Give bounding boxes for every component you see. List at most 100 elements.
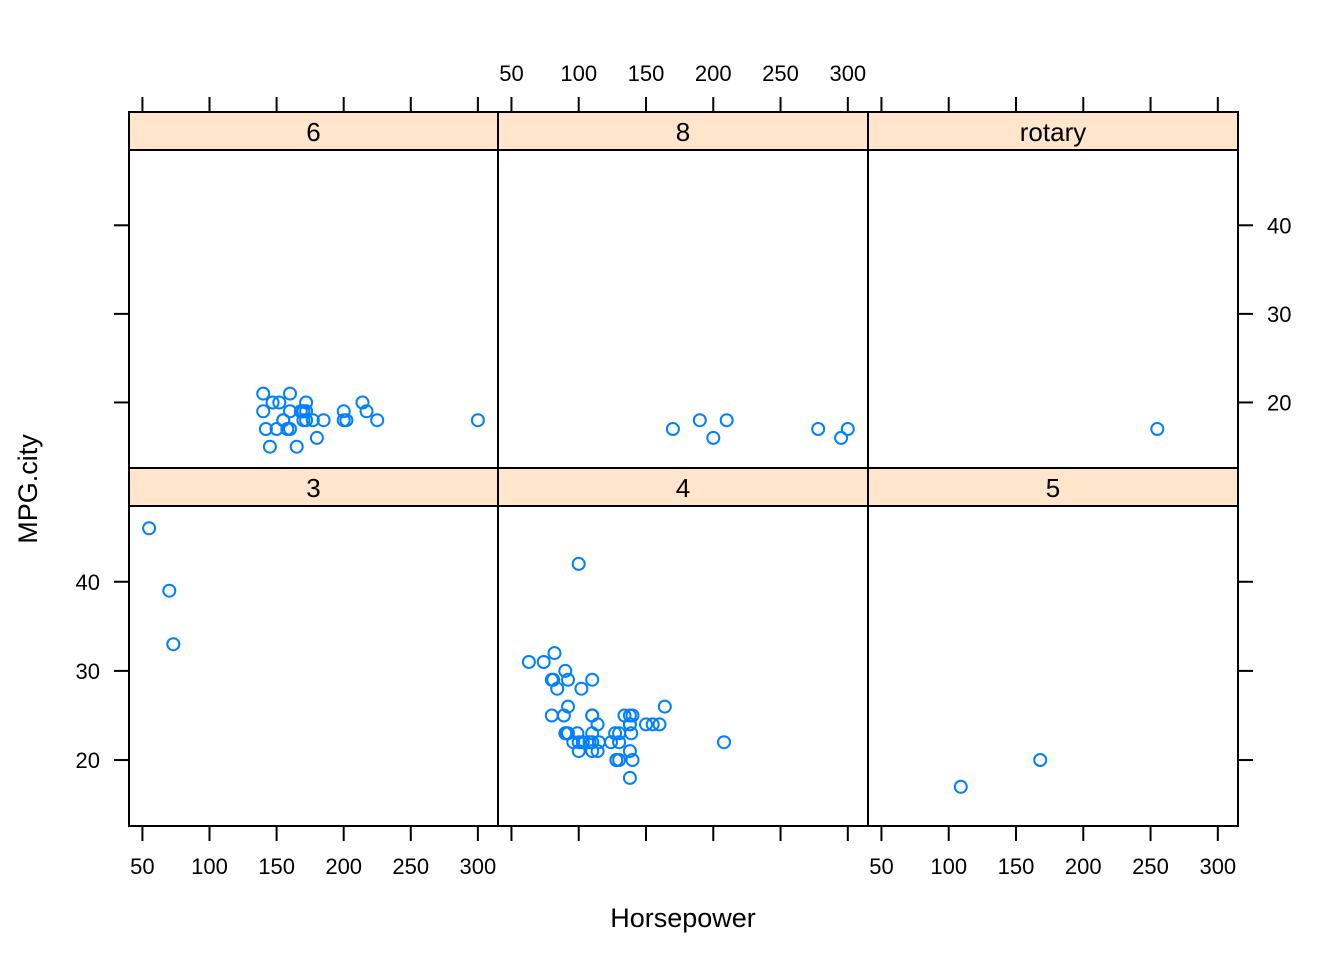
data-point: [622, 744, 637, 759]
panel-frame-8: [497, 149, 869, 469]
x-tick-label-bottom: 150: [998, 854, 1035, 879]
strip-6: [128, 111, 499, 151]
data-point: [556, 708, 571, 723]
data-point: [561, 672, 575, 687]
data-point: [305, 413, 320, 428]
data-point: [1033, 753, 1048, 767]
data-point: [719, 413, 734, 428]
data-point: [622, 717, 637, 732]
data-point: [162, 583, 177, 598]
x-tick-label-bottom: 300: [1199, 854, 1236, 879]
data-point: [276, 413, 291, 428]
data-point: [590, 744, 605, 759]
x-tick-label-bottom: 100: [191, 854, 228, 879]
x-tick-label-top: 300: [829, 61, 866, 86]
data-point: [624, 726, 639, 741]
data-point: [359, 404, 374, 419]
data-point: [1150, 422, 1165, 436]
data-point: [256, 386, 271, 401]
data-point: [625, 753, 640, 767]
x-tick-label-top: 50: [499, 61, 523, 86]
panel-frames: 6 8 rotary 3 4 5: [128, 111, 1239, 827]
x-tick-label-bottom: 300: [460, 854, 497, 879]
x-tick-label-bottom: 50: [130, 854, 154, 879]
data-point: [289, 439, 304, 454]
data-point: [585, 744, 600, 759]
data-point: [309, 430, 324, 445]
data-point: [299, 404, 314, 419]
data-point: [283, 404, 297, 419]
data-point: [547, 646, 562, 661]
x-tick-label-bottom: 200: [325, 854, 362, 879]
panel-frame-5: [867, 505, 1239, 827]
data-point: [571, 735, 586, 750]
data-point: [622, 770, 637, 785]
y-axis-title: MPG.city: [13, 434, 43, 544]
x-axis-title: Horsepower: [610, 903, 756, 933]
strip-label: rotary: [1020, 117, 1086, 147]
data-point: [811, 422, 826, 436]
y-tick-label-left: 40: [76, 570, 100, 595]
strip-5: [867, 467, 1239, 507]
data-point: [299, 395, 314, 410]
data-point: [336, 404, 351, 419]
data-point: [953, 779, 968, 794]
data-point: [639, 717, 653, 732]
data-point: [546, 672, 561, 687]
data-point: [840, 422, 855, 436]
data-point: [558, 663, 573, 678]
strip-label: 8: [676, 117, 690, 147]
data-point: [575, 735, 590, 750]
data-point: [262, 439, 277, 454]
data-point: [612, 735, 627, 750]
data-point: [166, 637, 181, 652]
x-tick-label-top: 200: [695, 61, 732, 86]
data-point: [625, 708, 640, 723]
x-tick-label-bottom: 250: [1132, 854, 1169, 879]
y-tick-label-left: 20: [76, 748, 100, 773]
data-point: [536, 655, 551, 669]
x-tick-label-top: 250: [762, 61, 799, 86]
data-point: [283, 422, 297, 436]
data-point: [299, 413, 314, 428]
data-point: [645, 717, 660, 732]
data-point: [652, 717, 667, 732]
data-point: [544, 708, 559, 723]
data-point: [574, 681, 589, 696]
data-point: [316, 413, 331, 428]
data-point: [692, 413, 707, 428]
x-tick-label-bottom: 200: [1065, 854, 1102, 879]
data-point: [339, 413, 354, 428]
strip-label: 4: [676, 473, 690, 503]
data-point: [665, 422, 680, 436]
x-tick-label-bottom: 150: [258, 854, 295, 879]
data-point: [256, 404, 271, 419]
data-point: [706, 430, 721, 445]
panel-frame-rotary: [867, 149, 1239, 469]
x-tick-label-top: 150: [628, 61, 665, 86]
y-tick-label-right: 30: [1267, 302, 1291, 327]
data-point: [590, 717, 605, 732]
strip-label: 6: [306, 117, 320, 147]
axes: 50 100 150 200 250 300 50 100 150 200 250 300 50 100 1…: [76, 61, 1292, 879]
data-point: [272, 395, 287, 410]
data-point: [265, 395, 280, 410]
panel-frame-4: [497, 505, 869, 827]
panel-frame-6: [128, 149, 499, 469]
y-tick-label-right: 40: [1267, 213, 1291, 238]
x-tick-label-bottom: 100: [930, 854, 967, 879]
data-point: [283, 386, 297, 401]
x-tick-label-bottom: 50: [869, 854, 893, 879]
data-point: [834, 430, 849, 445]
y-tick-label-left: 30: [76, 659, 100, 684]
strip-label: 3: [306, 473, 320, 503]
data-point: [142, 521, 157, 536]
data-point: [717, 735, 731, 750]
data-point: [470, 413, 485, 428]
data-point: [571, 556, 586, 571]
x-tick-label-top: 100: [560, 61, 597, 86]
data-point: [585, 672, 600, 687]
data-point: [657, 699, 672, 714]
panel-frame-3: [128, 505, 499, 827]
